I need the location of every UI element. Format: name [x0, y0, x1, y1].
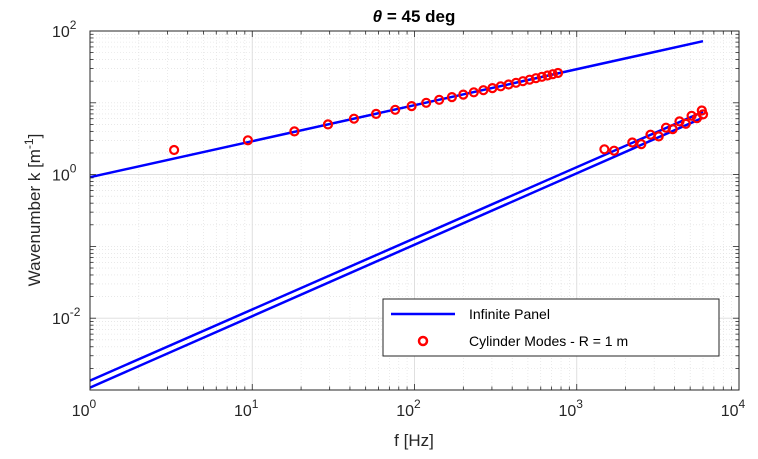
infinite-panel-line-3 [89, 116, 704, 389]
y-axis-label-end: ] [25, 134, 44, 139]
y-tick-label: 10-2 [52, 305, 81, 328]
y-tick-label: 102 [52, 18, 77, 41]
cylinder-mode-point [547, 69, 558, 80]
y-tick-label-base: 10 [52, 311, 70, 328]
y-axis-label-main: Wavenumber k [m [25, 149, 44, 286]
cylinder-mode-point [627, 137, 638, 148]
cylinder-mode-point [530, 73, 542, 84]
cylinder-mode-point [599, 144, 610, 155]
y-tick-label-exponent: -2 [70, 305, 81, 319]
x-tick-label: 102 [396, 397, 421, 420]
x-tick-label-base: 10 [721, 403, 739, 420]
x-tick-label-base: 10 [72, 403, 90, 420]
cylinder-mode-point [446, 91, 457, 103]
x-tick-label-base: 10 [559, 403, 577, 420]
y-axis-label-superscript: -1 [22, 138, 36, 149]
cylinder-mode-point [371, 108, 382, 120]
series-layer [89, 39, 709, 389]
cylinder-mode-point [552, 67, 564, 79]
legend-label-cylinder-modes: Cylinder Modes - R = 1 m [469, 333, 628, 349]
cylinder-mode-point [686, 110, 697, 121]
infinite-panel-line-2 [89, 110, 704, 382]
cylinder-mode-point [542, 70, 553, 81]
cylinder-mode-point [608, 145, 620, 156]
x-axis-label: f [Hz] [394, 431, 434, 450]
cylinder-mode-point [458, 89, 469, 100]
y-tick-label: 100 [52, 162, 77, 185]
x-tick-label: 103 [559, 397, 584, 420]
cylinder-mode-point [434, 94, 445, 105]
legend-marker-swatch [417, 335, 429, 347]
legend: Infinite Panel Cylinder Modes - R = 1 m [382, 298, 720, 357]
legend-box [382, 298, 720, 357]
x-tick-label-exponent: 1 [252, 397, 259, 411]
infinite-panel-line-1 [89, 39, 704, 179]
cylinder-mode-point [322, 119, 334, 130]
x-tick-label-exponent: 2 [414, 397, 421, 411]
chart-title: θ = 45 deg [373, 7, 456, 26]
cylinder-mode-point [348, 113, 360, 124]
cylinder-mode-point [680, 118, 691, 129]
cylinder-mode-point [697, 109, 709, 120]
cylinder-mode-point [653, 131, 664, 142]
cylinder-mode-point [421, 97, 432, 108]
legend-label-infinite-panel: Infinite Panel [469, 306, 550, 322]
cylinder-mode-point [289, 126, 300, 137]
cylinder-mode-point [636, 139, 647, 150]
cylinder-mode-point [536, 71, 548, 82]
y-tick-label-exponent: 2 [70, 18, 77, 32]
cylinder-mode-point [478, 85, 489, 96]
chart-title-text: = 45 deg [382, 7, 455, 26]
y-tick-label-exponent: 0 [70, 162, 77, 176]
cylinder-mode-point [468, 87, 479, 98]
cylinder-mode-point [667, 124, 678, 135]
y-axis-label: Wavenumber k [m-1] [22, 134, 44, 287]
x-tick-label-exponent: 3 [576, 397, 583, 411]
cylinder-mode-point [169, 144, 180, 156]
cylinder-mode-point [406, 100, 417, 112]
cylinder-mode-point [524, 74, 535, 85]
chart-title-symbol: θ [373, 7, 383, 26]
x-tick-label: 100 [72, 397, 97, 420]
x-tick-label-exponent: 0 [90, 397, 97, 411]
cylinder-mode-point [242, 135, 253, 146]
y-tick-label-base: 10 [52, 24, 70, 41]
x-tick-label-exponent: 4 [739, 397, 746, 411]
x-tick-label-base: 10 [234, 403, 252, 420]
x-tick-label: 101 [234, 397, 259, 420]
x-tick-label-base: 10 [396, 403, 414, 420]
cylinder-mode-point [390, 104, 401, 115]
x-tick-label: 104 [721, 397, 746, 420]
y-tick-label-base: 10 [52, 168, 70, 185]
